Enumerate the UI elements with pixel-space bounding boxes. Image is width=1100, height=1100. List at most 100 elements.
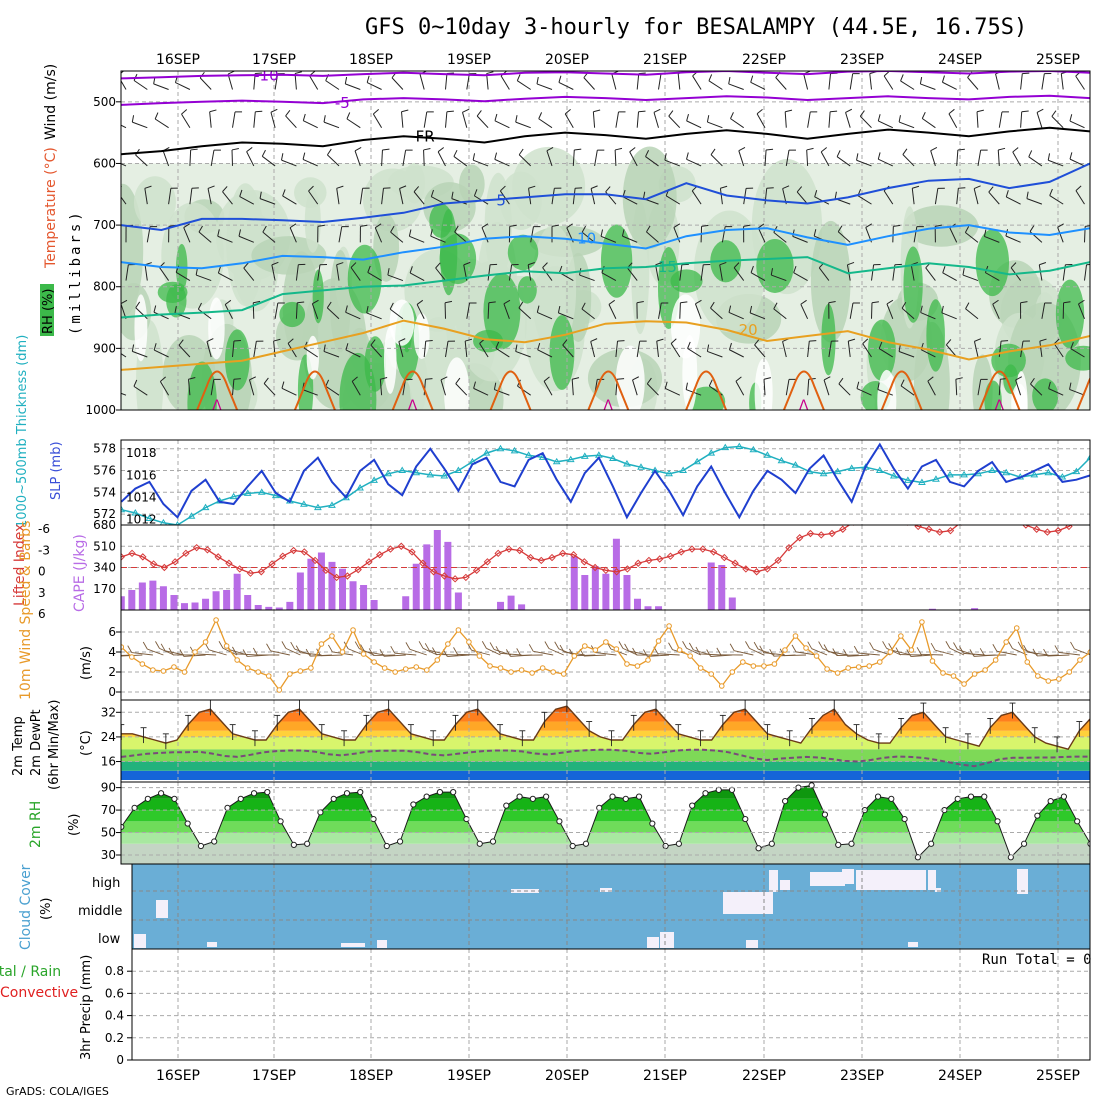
- lifted-index-point: [354, 565, 362, 574]
- upper-wind-barb: [828, 111, 831, 128]
- upper-wind-barb-flag: [494, 113, 498, 121]
- wind10m-barb: [548, 648, 564, 656]
- rh-dry-patch: [383, 326, 397, 394]
- upper-wind-barb-flag: [294, 71, 302, 75]
- upper-wind-barb-flag: [451, 191, 454, 199]
- upper-wind-barb-flag: [590, 338, 598, 342]
- rh2m-point: [158, 790, 165, 797]
- upper-wind-barb: [440, 379, 446, 396]
- wind10m-barb: [364, 650, 385, 656]
- thickness-point: [299, 500, 308, 507]
- cape-bar: [254, 605, 262, 610]
- upper-wind-barb-flag: [992, 299, 999, 305]
- upper-wind-barb: [121, 392, 127, 396]
- wind10m-barb-flag: [930, 642, 936, 651]
- upper-wind-barb: [608, 304, 617, 319]
- run-total-label: Run Total = 0: [982, 952, 1092, 968]
- top-day-label: 16SEP: [156, 52, 200, 68]
- wind10m-speed-point: [1013, 625, 1020, 631]
- upper-wind-barb: [807, 111, 811, 128]
- upper-wind-barb: [198, 231, 212, 243]
- thickness-point: [847, 464, 856, 471]
- upper-wind-barb: [248, 379, 255, 396]
- upper-wind-barb: [796, 191, 808, 205]
- slp-axis-label: SLP (mb): [49, 441, 64, 500]
- thickness-point: [454, 466, 463, 474]
- upper-wind-barb: [327, 154, 340, 167]
- upper-wind-barb: [168, 188, 172, 205]
- rh2m-point: [529, 795, 536, 802]
- cloud-high-block: [723, 892, 773, 914]
- upper-wind-barb-flag: [551, 224, 559, 227]
- bottom-day-labels: 16SEP 17SEP 18SEP 19SEP 20SEP 21SEP 22SEP 23SEP…: [156, 1068, 1080, 1084]
- tick-label: 700: [93, 218, 116, 232]
- wind10m-barb-flag: [807, 641, 813, 649]
- wind10m-speed-point: [308, 665, 314, 671]
- upper-wind-barb: [955, 379, 958, 396]
- upper-wind-barb-flag: [877, 114, 881, 122]
- cape-tick-label: 510: [93, 539, 116, 553]
- lifted-index-point: [623, 565, 632, 573]
- upper-wind-barb: [530, 226, 534, 243]
- upper-wind-barb-flag: [1036, 108, 1044, 113]
- thickness-point: [426, 470, 435, 478]
- lifted-index-point: [214, 553, 222, 561]
- upper-wind-barb-flag: [877, 382, 880, 390]
- upper-wind-barb: [366, 312, 382, 320]
- upper-wind-barb-flag: [518, 301, 524, 309]
- upper-wind-barb: [503, 303, 510, 319]
- thickness-point: [637, 463, 645, 470]
- upper-wind-barb-flag: [686, 113, 689, 122]
- upper-air-wind-barbs: [121, 71, 1090, 396]
- upper-wind-barb-flag: [536, 305, 540, 313]
- thickness-point: [763, 451, 772, 458]
- wind10m-barb-flag: [368, 648, 374, 656]
- upper-wind-barb: [274, 302, 279, 319]
- cape-bar: [402, 596, 410, 610]
- upper-wind-barb-flag: [615, 147, 623, 151]
- lifted-index-point: [311, 556, 319, 565]
- upper-wind-barb-flag: [754, 339, 760, 346]
- wind10m-speed-point: [192, 649, 198, 655]
- temp-band: [121, 712, 1090, 722]
- rh-moist-patch: [225, 329, 250, 391]
- upper-wind-barb-flag: [930, 147, 938, 152]
- wind10m-grid: [121, 610, 1090, 700]
- upper-wind-barb-flag: [976, 109, 984, 113]
- upper-wind-barb: [308, 190, 319, 205]
- upper-wind-barb-flag: [326, 148, 332, 156]
- upper-wind-barb-flag: [973, 185, 981, 190]
- wind10m-barb: [422, 647, 438, 656]
- lifted-index-point: [785, 543, 793, 552]
- upper-wind-barb: [239, 196, 255, 205]
- lifted-index-point: [634, 559, 642, 567]
- upper-wind-barb: [162, 150, 170, 167]
- contour-label--10: -10: [254, 66, 279, 84]
- wind10m-barb: [734, 650, 754, 656]
- lifted-index-point: [440, 572, 449, 580]
- lifted-index-point: [980, 506, 986, 512]
- cape-tick-label: 340: [93, 561, 116, 575]
- wind10m-speed-point: [898, 633, 904, 639]
- cloud-high-block: [600, 888, 612, 892]
- lifted-index-point: [612, 568, 621, 576]
- upper-wind-barb: [206, 341, 212, 358]
- wind10m-barb-flag: [266, 643, 271, 652]
- upper-wind-barb: [856, 388, 872, 396]
- upper-wind-barb: [430, 235, 446, 243]
- upper-wind-barb: [764, 149, 767, 166]
- upper-wind-barb-flag: [988, 186, 994, 193]
- rh-dry-patch: [754, 358, 773, 410]
- thickness-point: [566, 455, 575, 463]
- wind10m-barb-flag: [969, 649, 975, 657]
- wind10m-barb-flag: [682, 641, 687, 649]
- upper-wind-barb: [849, 73, 854, 90]
- lifted-index-point: [429, 568, 438, 576]
- upper-wind-barb-flag: [572, 377, 580, 380]
- wind10m-speed-point: [497, 665, 504, 671]
- temp2m-lines: [121, 700, 1090, 768]
- upper-wind-barb-flag: [557, 305, 561, 314]
- cloud-low-block: [134, 934, 146, 948]
- lifted-index-point: [752, 568, 761, 576]
